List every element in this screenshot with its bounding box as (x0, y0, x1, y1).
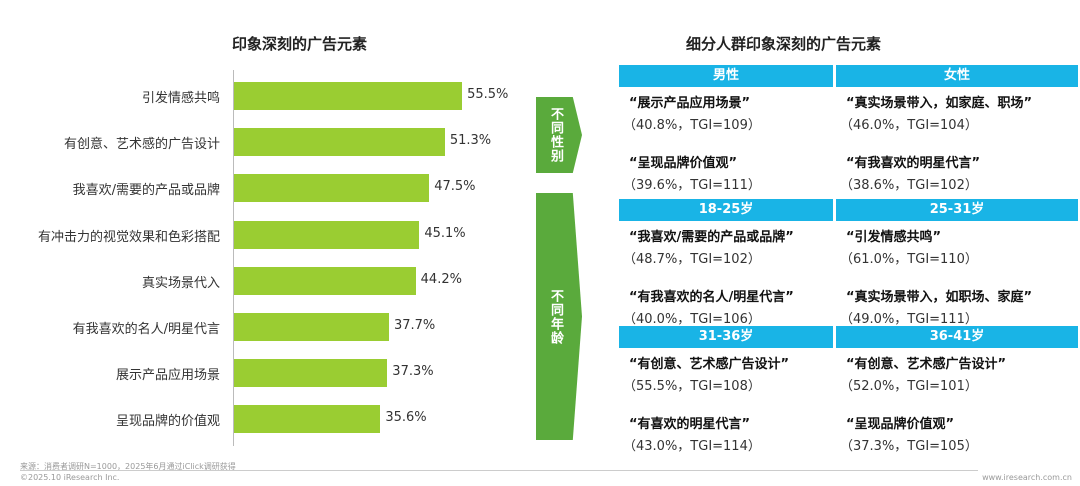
copyright: ©2025.10 iResearch Inc. (20, 473, 120, 482)
value-label: 37.3% (392, 364, 434, 380)
site-url: www.iresearch.com.cn (982, 473, 1072, 482)
segment-header: 25-31岁 (836, 199, 1078, 221)
element-name: “呈现品牌价值观” (629, 156, 738, 171)
bar (234, 128, 445, 157)
bar (234, 405, 381, 434)
bar (234, 266, 416, 295)
bar (234, 82, 463, 110)
value-label: 55.5% (467, 87, 509, 102)
element-name: “真实场景带入，如职场、家庭” (846, 290, 1033, 305)
right-panel-title: 细分人群印象深刻的广告元素 (686, 35, 882, 53)
category-label: 真实场景代入 (141, 275, 220, 291)
bar (234, 174, 430, 203)
element-stat: （39.6%，TGI=111） (623, 178, 761, 193)
element-name: “有创意、艺术感广告设计” (846, 357, 1007, 372)
element-name: “有我喜欢的名人/明星代言” (629, 290, 794, 305)
category-label: 我喜欢/需要的产品或品牌 (72, 183, 220, 199)
category-label: 有冲击力的视觉效果和色彩搭配 (37, 229, 220, 245)
element-stat: （61.0%，TGI=110） (840, 252, 978, 267)
category-label: 呈现品牌的价值观 (115, 414, 220, 430)
element-name: “真实场景带入，如家庭、职场” (846, 96, 1033, 111)
element-name: “有我喜欢的明星代言” (846, 156, 981, 171)
element-stat: （49.0%，TGI=111） (840, 312, 978, 327)
element-stat: （37.3%，TGI=105） (840, 439, 978, 454)
y-axis-line (233, 70, 234, 446)
element-name: “展示产品应用场景” (629, 96, 751, 111)
element-stat: （48.7%，TGI=102） (623, 252, 761, 267)
element-stat: （40.8%，TGI=109） (623, 118, 761, 133)
bar (234, 220, 420, 249)
element-name: “有喜欢的明星代言” (629, 417, 751, 432)
element-name: “我喜欢/需要的产品或品牌” (629, 230, 794, 245)
value-label: 35.6% (385, 410, 427, 426)
value-label: 45.1% (424, 225, 466, 241)
segment-header: 18-25岁 (619, 199, 833, 221)
value-label: 47.5% (434, 179, 476, 195)
value-label: 37.7% (393, 318, 436, 333)
category-label: 有我喜欢的名人/明星代言 (72, 322, 220, 337)
source-note: 来源：消费者调研N=1000，2025年6月通过iClick调研获得 (20, 462, 236, 471)
segment-header: 女性 (836, 65, 1078, 87)
element-stat: （38.6%，TGI=102） (840, 178, 978, 193)
left-chart-title: 印象深刻的广告元素 (232, 35, 368, 53)
element-stat: （46.0%，TGI=104） (840, 118, 978, 133)
arrow-label: 不同年龄 (548, 288, 563, 345)
element-stat: （55.5%，TGI=108） (623, 379, 761, 394)
element-name: “呈现品牌价值观” (846, 417, 955, 432)
category-label: 有创意、艺术感的广告设计 (63, 137, 220, 153)
age-arrow: 不同年龄 (536, 193, 582, 440)
bar (234, 313, 389, 341)
element-name: “有创意、艺术感广告设计” (629, 357, 790, 372)
element-stat: （40.0%，TGI=106） (623, 312, 761, 327)
segment-header: 31-36岁 (619, 326, 833, 348)
value-label: 44.2% (420, 271, 462, 287)
footer-divider (20, 470, 978, 471)
value-label: 51.3% (449, 133, 492, 149)
category-label: 引发情感共鸣 (141, 91, 220, 106)
segment-header: 男性 (619, 65, 833, 87)
bar (234, 359, 388, 388)
element-stat: （52.0%，TGI=101） (840, 379, 978, 394)
element-stat: （43.0%，TGI=114） (623, 439, 761, 454)
element-name: “引发情感共鸣” (846, 230, 942, 245)
arrow-label: 不同性别 (548, 107, 563, 163)
segment-header: 36-41岁 (836, 326, 1078, 348)
gender-arrow: 不同性别 (536, 97, 582, 173)
category-label: 展示产品应用场景 (115, 368, 220, 384)
